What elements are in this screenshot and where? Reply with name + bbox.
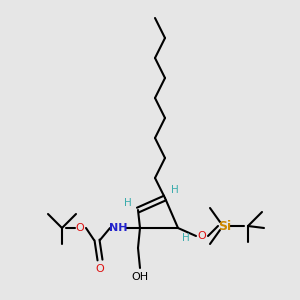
Text: H: H <box>171 185 179 195</box>
Text: O: O <box>76 223 84 233</box>
Text: H: H <box>182 233 190 243</box>
Text: OH: OH <box>131 272 148 282</box>
Text: O: O <box>198 231 206 241</box>
Text: O: O <box>96 264 104 274</box>
Text: Si: Si <box>218 220 232 232</box>
Text: NH: NH <box>109 223 127 233</box>
Text: H: H <box>124 198 132 208</box>
